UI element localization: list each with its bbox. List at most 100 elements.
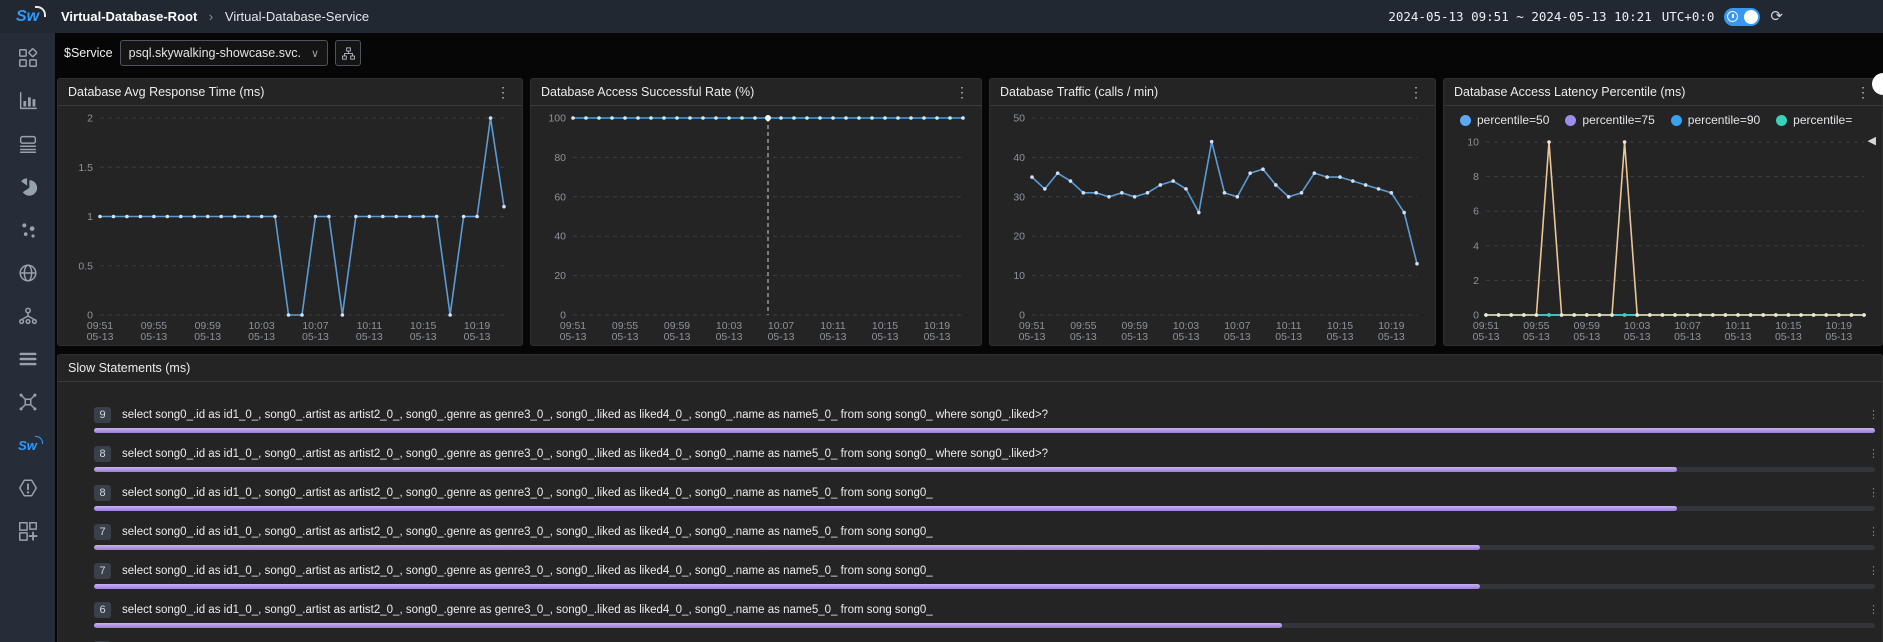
svg-text:0.5: 0.5 — [78, 260, 93, 272]
legend-item[interactable]: percentile=90 — [1670, 113, 1761, 127]
svg-text:05-13: 05-13 — [87, 331, 114, 343]
sql-statement-text[interactable]: select song0_.id as id1_0_, song0_.artis… — [122, 603, 933, 616]
legend-label: percentile=75 — [1582, 113, 1655, 127]
service-select[interactable]: psql.skywalking-showcase.svc. ∨ — [119, 40, 328, 66]
legend-item[interactable]: percentile=50 — [1460, 113, 1549, 127]
legend-item[interactable]: percentile=75 — [1565, 113, 1655, 127]
svg-text:05-13: 05-13 — [1473, 331, 1500, 343]
globe-icon — [18, 264, 37, 282]
breadcrumb-current[interactable]: Virtual-Database-Service — [224, 9, 370, 24]
svg-text:40: 40 — [554, 231, 566, 243]
svg-text:10:07: 10:07 — [1674, 320, 1700, 332]
legend-label: percentile=95 — [1793, 113, 1852, 127]
skywalking-logo: Sw — [15, 5, 47, 25]
sql-statement-text[interactable]: select song0_.id as id1_0_, song0_.artis… — [122, 525, 933, 538]
main-content: $Service psql.skywalking-showcase.svc. ∨… — [55, 33, 1883, 642]
latency-bar — [94, 545, 1480, 550]
slow-statement-row: 8 select song0_.id as id1_0_, song0_.arti… — [94, 445, 1879, 472]
auto-refresh-toggle[interactable] — [1724, 7, 1761, 26]
panel-menu-icon[interactable]: ⋮ — [1409, 84, 1423, 100]
legend-scroll-left-icon[interactable]: ◀ — [1867, 135, 1876, 147]
svg-text:05-13: 05-13 — [1173, 331, 1200, 343]
dashboard-icon — [18, 48, 37, 67]
svg-text:60: 60 — [554, 191, 566, 203]
refresh-icon[interactable]: ⟳ — [1770, 8, 1783, 25]
row-more-icon[interactable]: ⋮ — [1868, 487, 1879, 499]
traffic-chart[interactable]: 5040302010009:5105-1309:5505-1309:5905-1… — [992, 108, 1431, 345]
svg-text:10:03: 10:03 — [1624, 320, 1650, 332]
row-more-icon[interactable]: ⋮ — [1868, 448, 1879, 460]
service-label: $Service — [64, 46, 113, 60]
floating-action-button[interactable] — [1872, 73, 1883, 95]
svg-text:6: 6 — [1473, 206, 1479, 218]
topology-shortcut-button[interactable] — [335, 40, 361, 66]
panel-title: Database Traffic (calls / min) — [1000, 85, 1159, 99]
svg-text:1: 1 — [87, 211, 93, 223]
svg-text:0: 0 — [560, 310, 566, 322]
svg-text:10:19: 10:19 — [924, 320, 950, 332]
sidebar-item-browser[interactable] — [16, 261, 40, 285]
sql-statement-text[interactable]: select song0_.id as id1_0_, song0_.artis… — [122, 447, 1049, 460]
svg-text:30: 30 — [1013, 191, 1025, 203]
sidebar-item-charts[interactable] — [16, 89, 40, 113]
sql-statement-text[interactable]: select song0_.id as id1_0_, song0_.artis… — [122, 564, 933, 577]
chart-icon — [19, 92, 37, 110]
svg-text:05-13: 05-13 — [1624, 331, 1651, 343]
sidebar-item-metrics[interactable] — [16, 175, 40, 199]
latency-bar — [94, 428, 1875, 433]
breadcrumb-root[interactable]: Virtual-Database-Root — [61, 9, 198, 24]
slow-statement-row: 9 select song0_.id as id1_0_, song0_.arti… — [94, 406, 1879, 433]
svg-text:10:03: 10:03 — [248, 320, 274, 332]
sidebar-item-sampling[interactable] — [16, 218, 40, 242]
svg-text:05-13: 05-13 — [1121, 331, 1148, 343]
svg-text:0: 0 — [87, 310, 93, 322]
sql-statement-text[interactable]: select song0_.id as id1_0_, song0_.artis… — [122, 408, 1049, 421]
svg-text:09:51: 09:51 — [87, 320, 113, 332]
panel-menu-icon[interactable]: ⋮ — [1856, 84, 1870, 100]
svg-text:10:11: 10:11 — [820, 320, 846, 332]
row-more-icon[interactable]: ⋮ — [1868, 604, 1879, 616]
svg-text:05-13: 05-13 — [1378, 331, 1405, 343]
sidebar-item-topology[interactable] — [16, 304, 40, 328]
success-rate-chart[interactable]: 10080604020009:5105-1309:5505-1309:5905-… — [533, 108, 977, 345]
legend-label: percentile=90 — [1687, 113, 1761, 127]
svg-text:05-13: 05-13 — [1523, 331, 1550, 343]
row-more-icon[interactable]: ⋮ — [1868, 565, 1879, 577]
network-icon — [19, 393, 36, 411]
svg-text:80: 80 — [554, 152, 566, 164]
app-logo[interactable]: Sw — [0, 5, 55, 26]
svg-text:09:55: 09:55 — [1523, 320, 1549, 332]
svg-text:09:59: 09:59 — [195, 320, 221, 332]
svg-text:05-13: 05-13 — [1275, 331, 1302, 343]
svg-text:10:19: 10:19 — [464, 320, 490, 332]
slow-statement-row: 7 select song0_.id as id1_0_, song0_.arti… — [94, 523, 1879, 550]
sql-statement-text[interactable]: select song0_.id as id1_0_, song0_.artis… — [122, 486, 933, 499]
avg-response-time-chart[interactable]: 21.510.5009:5105-1309:5505-1309:5905-131… — [60, 108, 518, 345]
row-more-icon[interactable]: ⋮ — [1868, 409, 1879, 421]
latency-percentile-chart[interactable]: 108642009:5105-1309:5505-1309:5905-1310:… — [1446, 132, 1878, 345]
layers-icon — [19, 135, 36, 153]
svg-text:09:51: 09:51 — [1019, 320, 1045, 332]
latency-bar-track — [94, 467, 1875, 472]
sidebar-item-dashboard[interactable] — [16, 46, 40, 70]
time-range-picker[interactable]: 2024-05-13 09:51 ~ 2024-05-13 10:21 — [1388, 9, 1652, 24]
legend-item[interactable]: percentile=95 — [1776, 113, 1852, 127]
sidebar-item-mesh[interactable] — [16, 390, 40, 414]
svg-text:8: 8 — [1473, 171, 1479, 183]
svg-text:100: 100 — [548, 113, 566, 125]
svg-text:50: 50 — [1013, 113, 1025, 125]
svg-text:05-13: 05-13 — [1327, 331, 1354, 343]
latency-badge: 7 — [94, 562, 111, 579]
svg-text:09:55: 09:55 — [141, 320, 167, 332]
sidebar-item-settings[interactable] — [16, 519, 40, 543]
panel-menu-icon[interactable]: ⋮ — [496, 84, 510, 100]
latency-badge: 7 — [94, 523, 111, 540]
panel-menu-icon[interactable]: ⋮ — [955, 84, 969, 100]
sidebar-item-alerting[interactable] — [16, 476, 40, 500]
row-more-icon[interactable]: ⋮ — [1868, 526, 1879, 538]
sidebar-item-database[interactable] — [16, 132, 40, 156]
sidebar-item-skywalking[interactable]: Sw — [16, 433, 43, 457]
svg-text:0: 0 — [1019, 310, 1025, 322]
sidebar-item-logs[interactable] — [16, 347, 40, 371]
